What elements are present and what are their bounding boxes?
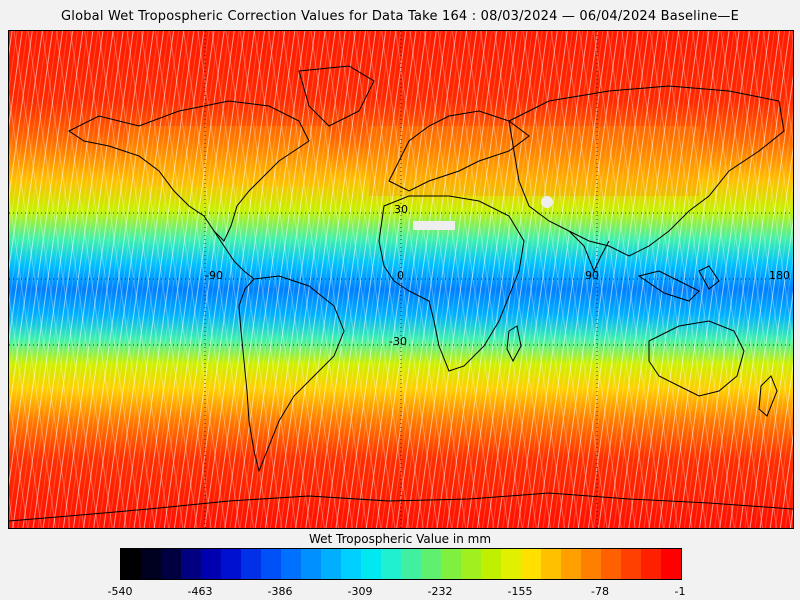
colorbar-segment: [201, 549, 221, 579]
colorbar-segment: [361, 549, 381, 579]
lon-label: 90: [585, 269, 599, 282]
colorbar-segment: [521, 549, 541, 579]
colorbar-segment: [641, 549, 661, 579]
colorbar-segment: [581, 549, 601, 579]
colorbar-segment: [661, 549, 681, 579]
colorbar-segment: [461, 549, 481, 579]
colorbar-tick-label: -540: [107, 585, 133, 598]
colorbar-segment: [481, 549, 501, 579]
colorbar-segment: [421, 549, 441, 579]
lon-label: 180: [769, 269, 790, 282]
colorbar-segment: [621, 549, 641, 579]
colorbar-tick-label: -78: [591, 585, 609, 598]
colorbar: [120, 548, 682, 580]
colorbar-tick-label: -463: [187, 585, 213, 598]
colorbar-segment: [381, 549, 401, 579]
colorbar-segment: [341, 549, 361, 579]
colorbar-segment: [561, 549, 581, 579]
colorbar-segment: [121, 549, 141, 579]
coastlines: [9, 65, 793, 522]
chart-title: Global Wet Tropospheric Correction Value…: [60, 9, 740, 24]
colorbar-segment: [161, 549, 181, 579]
colorbar-tick-label: -155: [507, 585, 533, 598]
world-map: -90 0 90 180 30 -30: [9, 31, 793, 528]
data-gap: [541, 196, 553, 208]
lat-label: 30: [394, 203, 408, 216]
colorbar-segment: [301, 549, 321, 579]
colorbar-segment: [321, 549, 341, 579]
map-frame: -90 0 90 180 30 -30: [8, 30, 794, 529]
lon-label: 0: [397, 269, 404, 282]
lon-label: -90: [205, 269, 223, 282]
colorbar-segment: [141, 549, 161, 579]
colorbar-segment: [241, 549, 261, 579]
colorbar-segment: [601, 549, 621, 579]
colorbar-segment: [501, 549, 521, 579]
data-gap: [413, 221, 455, 230]
colorbar-tick-label: -232: [427, 585, 453, 598]
colorbar-segment: [261, 549, 281, 579]
colorbar-segment: [221, 549, 241, 579]
colorbar-tick-label: -1: [674, 585, 686, 598]
colorbar-tick-label: -309: [347, 585, 373, 598]
colorbar-tick-label: -386: [267, 585, 293, 598]
colorbar-segment: [401, 549, 421, 579]
colorbar-segment: [281, 549, 301, 579]
lat-label: -30: [389, 335, 407, 348]
colorbar-segment: [181, 549, 201, 579]
colorbar-segment: [541, 549, 561, 579]
colorbar-segment: [441, 549, 461, 579]
colorbar-title: Wet Tropospheric Value in mm: [308, 532, 492, 546]
graticule: [9, 31, 793, 528]
